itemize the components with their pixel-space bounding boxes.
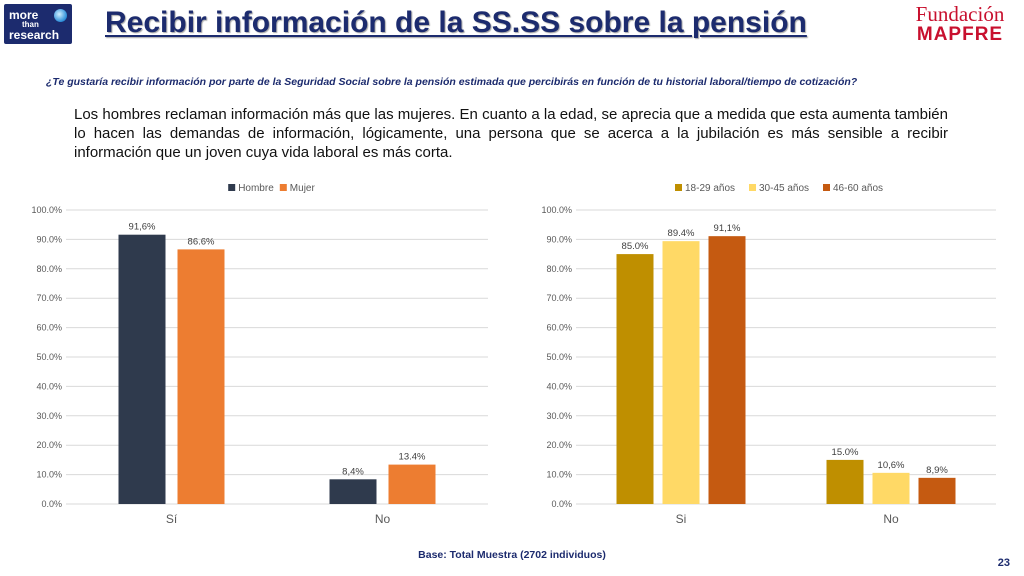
- gender-bar-chart: 0.0% 10.0% 20.0% 30.0% 40.0% 50.0% 60.0% 70.0% 8…: [20, 178, 500, 536]
- y-tick-label: 60.0%: [546, 323, 572, 333]
- x-tick-label: No: [375, 512, 391, 526]
- more-than-research-logo: more than research: [4, 4, 72, 44]
- y-tick-label: 100.0%: [31, 205, 62, 215]
- data-label: 8,9%: [926, 465, 948, 476]
- y-tick-label: 30.0%: [546, 411, 572, 421]
- y-tick-label: 70.0%: [546, 293, 572, 303]
- y-tick-label: 40.0%: [546, 381, 572, 391]
- bar: [826, 459, 864, 504]
- y-tick-label: 50.0%: [546, 352, 572, 362]
- bar: [708, 236, 746, 504]
- legend-swatch: [749, 184, 756, 191]
- x-tick-label: Sí: [166, 512, 178, 526]
- x-tick-label: No: [883, 512, 899, 526]
- logo-right-line1: Fundación: [915, 2, 1005, 26]
- logo-right-line2: MAPFRE: [916, 24, 1004, 45]
- bar: [388, 464, 436, 504]
- y-tick-label: 20.0%: [546, 440, 572, 450]
- data-label: 10,6%: [878, 460, 905, 471]
- y-tick-label: 50.0%: [36, 352, 62, 362]
- data-label: 91,1%: [714, 223, 741, 234]
- bar: [872, 472, 910, 504]
- fundacion-mapfre-logo: Fundación MAPFRE: [904, 4, 1016, 45]
- data-label: 8,4%: [342, 466, 364, 477]
- y-tick-label: 30.0%: [36, 411, 62, 421]
- age-chart-svg: 0.0% 10.0% 20.0% 30.0% 40.0% 50.0% 60.0% 70.0% 8…: [541, 183, 996, 526]
- y-tick-label: 10.0%: [36, 470, 62, 480]
- y-tick-label: 90.0%: [36, 234, 62, 244]
- x-tick-label: Si: [676, 512, 687, 526]
- legend-label: 30-45 años: [759, 183, 809, 194]
- y-tick-label: 100.0%: [541, 205, 572, 215]
- survey-question: ¿Te gustaría recibir información por par…: [46, 76, 858, 88]
- y-tick-label: 20.0%: [36, 440, 62, 450]
- data-label: 85.0%: [622, 241, 649, 252]
- data-label: 89.4%: [668, 228, 695, 239]
- data-label: 13.4%: [399, 452, 426, 463]
- page-number: 23: [997, 557, 1010, 569]
- bar: [616, 254, 654, 504]
- y-tick-label: 90.0%: [546, 234, 572, 244]
- description-text: Los hombres reclaman información más que…: [74, 106, 948, 161]
- bar: [118, 234, 166, 505]
- y-tick-label: 70.0%: [36, 293, 62, 303]
- legend-swatch: [279, 184, 287, 191]
- legend-label: 18-29 años: [685, 183, 735, 194]
- legend-swatch: [228, 184, 236, 191]
- age-bar-chart: 0.0% 10.0% 20.0% 30.0% 40.0% 50.0% 60.0% 70.0% 8…: [526, 178, 1006, 536]
- logo-left-line2: than: [22, 20, 39, 29]
- globe-icon: [54, 9, 67, 22]
- legend-label: Hombre: [238, 183, 274, 194]
- logo-left-line3: research: [9, 28, 60, 42]
- bar: [329, 479, 377, 504]
- legend-label: 46-60 años: [833, 183, 883, 194]
- logo-left-line1: more: [9, 8, 39, 22]
- y-tick-label: 80.0%: [36, 264, 62, 274]
- data-label: 15.0%: [832, 447, 859, 458]
- legend-swatch: [675, 184, 682, 191]
- y-tick-label: 60.0%: [36, 323, 62, 333]
- y-tick-label: 0.0%: [41, 499, 62, 509]
- base-note: Base: Total Muestra (2702 individuos): [418, 549, 606, 561]
- data-label: 91,6%: [129, 222, 156, 233]
- legend-swatch: [823, 184, 830, 191]
- y-tick-label: 0.0%: [551, 499, 572, 509]
- y-tick-label: 40.0%: [36, 381, 62, 391]
- legend-label: Mujer: [290, 183, 316, 194]
- y-tick-label: 10.0%: [546, 470, 572, 480]
- gender-chart-svg: 0.0% 10.0% 20.0% 30.0% 40.0% 50.0% 60.0% 70.0% 8…: [31, 183, 488, 526]
- data-label: 86.6%: [188, 236, 215, 247]
- y-tick-label: 80.0%: [546, 264, 572, 274]
- bar: [918, 477, 956, 504]
- bar: [177, 249, 225, 504]
- bar: [662, 241, 700, 504]
- page-title: Recibir información de la SS.SS sobre la…: [105, 6, 807, 39]
